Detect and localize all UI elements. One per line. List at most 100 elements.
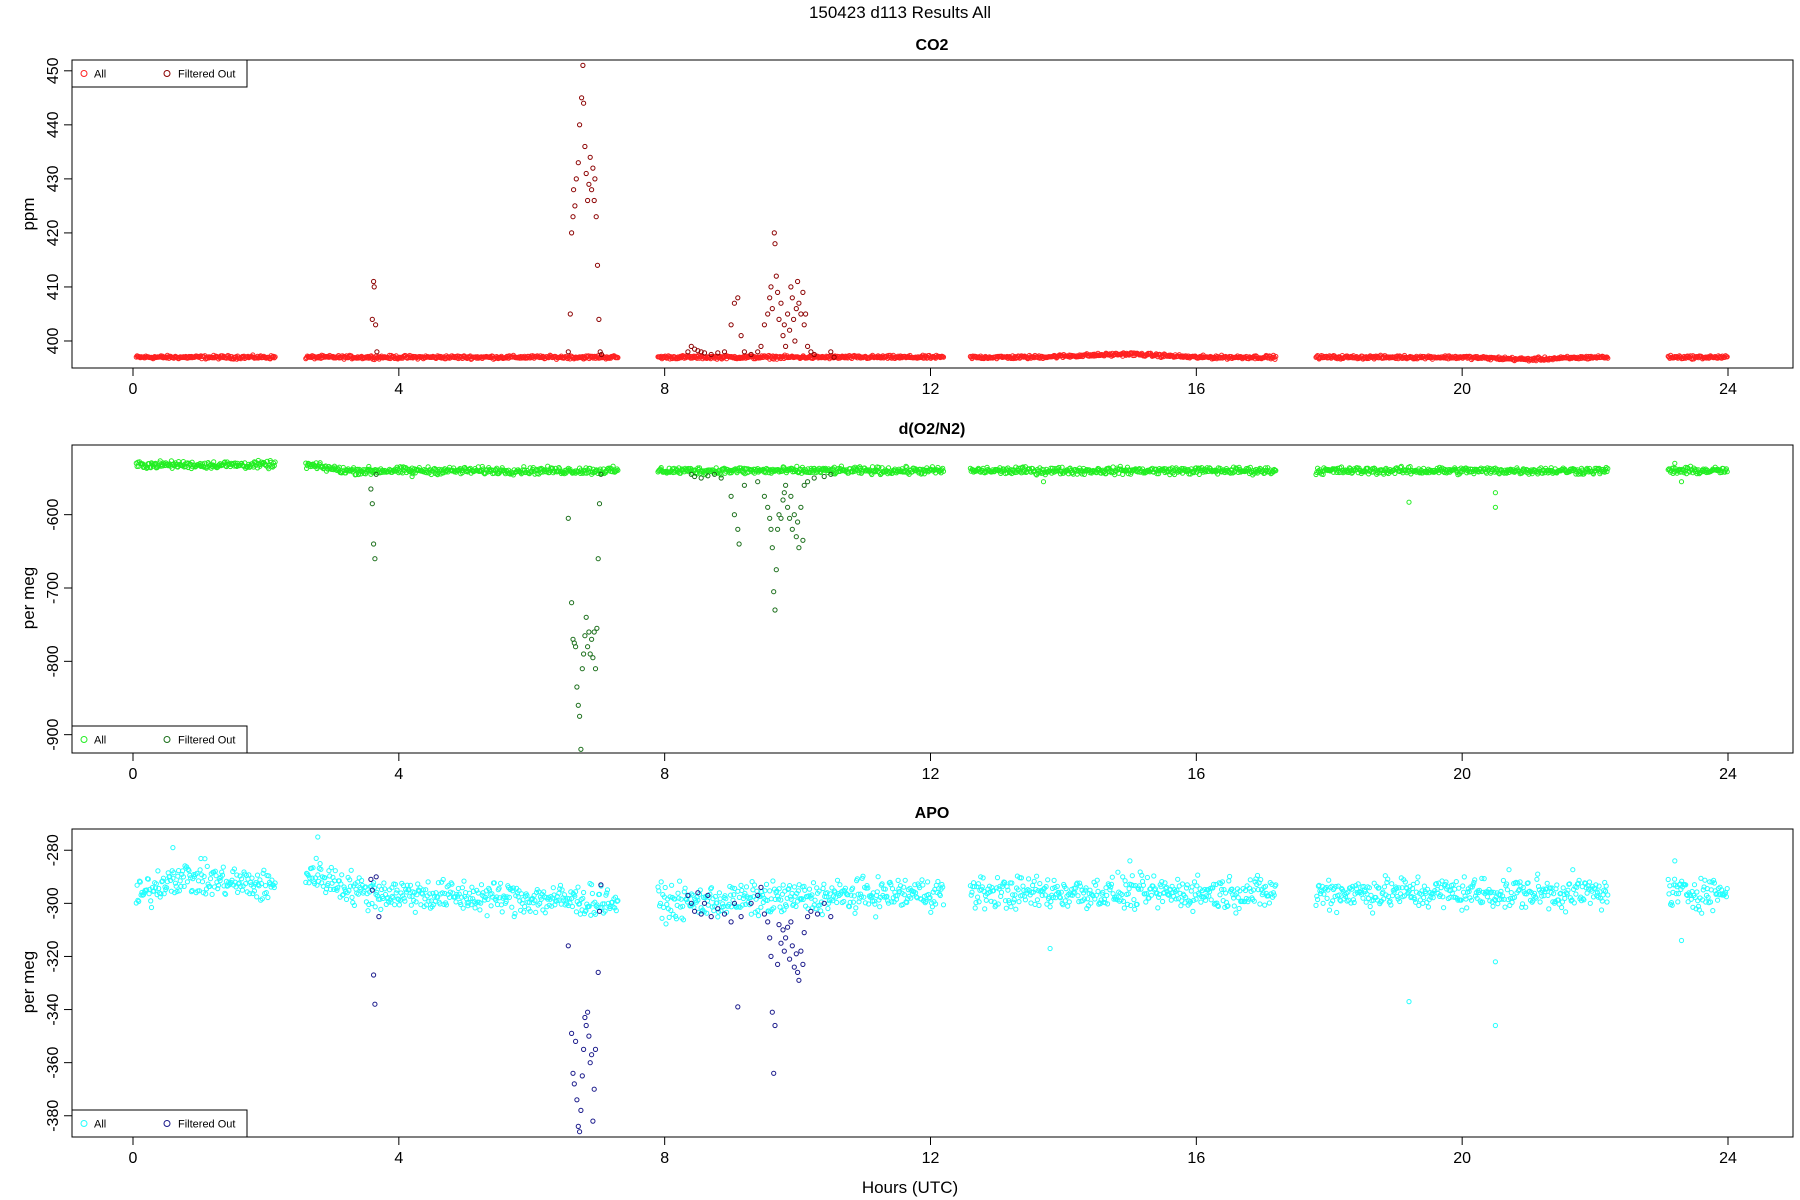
apo-point-all [770, 878, 776, 884]
apo-point-all [249, 875, 255, 881]
apo-point-all [356, 875, 362, 881]
apo-point-all [197, 867, 203, 873]
o2n2-panel-title: d(O2/N2) [899, 421, 966, 438]
apo-point-all [994, 875, 1001, 881]
co2-point-filtered [373, 322, 379, 328]
co2-point-all [465, 354, 471, 360]
o2n2-point-filtered [811, 475, 817, 481]
co2-point-filtered [798, 311, 804, 317]
apo-point-all [1195, 872, 1201, 878]
apo-point-all [767, 888, 773, 894]
o2n2-point-filtered [698, 475, 704, 481]
apo-point-all [1189, 884, 1195, 890]
o2n2-y-tick-label: -900 [45, 719, 62, 751]
o2n2-x-tick-label: 16 [1187, 766, 1205, 783]
co2-point-filtered [695, 348, 701, 354]
apo-point-all [1094, 877, 1100, 883]
co2-point-filtered [580, 62, 586, 69]
co2-point-filtered [721, 349, 728, 355]
co2-x-tick-label: 8 [660, 381, 669, 398]
apo-point-all [1066, 899, 1072, 905]
apo-point-all [1188, 888, 1194, 894]
apo-point-all [478, 882, 485, 888]
apo-point-all [460, 905, 466, 911]
co2-point-all [1272, 356, 1278, 362]
o2n2-point-filtered [793, 534, 799, 540]
apo-point-all [425, 879, 431, 885]
o2n2-point-filtered [805, 479, 811, 485]
o2n2-point-filtered [583, 614, 589, 620]
apo-point-all [763, 881, 770, 888]
apo-point-all [777, 904, 783, 910]
co2-point-filtered [586, 181, 592, 187]
co2-point-filtered [565, 349, 571, 355]
o2n2-points [133, 457, 1730, 752]
apo-point-all [658, 879, 664, 885]
o2n2-point-filtered [778, 515, 784, 521]
apo-point-all [983, 897, 989, 903]
o2n2-point-filtered [585, 644, 591, 650]
co2-point-filtered [701, 350, 708, 356]
apo-y-tick-label: -340 [45, 993, 62, 1025]
apo-point-all [148, 898, 154, 904]
apo-point-all [1020, 883, 1026, 889]
apo-point-all [393, 890, 399, 896]
apo-point-all [349, 894, 355, 901]
apo-point-all [484, 913, 490, 919]
apo-point-all [940, 902, 947, 908]
o2n2-point-filtered [761, 493, 768, 499]
co2-point-filtered [590, 165, 596, 171]
co2-x-tick-label: 12 [922, 381, 940, 398]
co2-x-tick-label: 16 [1187, 381, 1205, 398]
apo-point-all [455, 885, 461, 892]
o2n2-point-filtered [795, 519, 801, 525]
co2-point-filtered [785, 311, 791, 317]
figure-title: 150423 d113 Results All [809, 3, 991, 22]
apo-panel-title: APO [915, 805, 950, 822]
co2-point-filtered [769, 306, 775, 312]
o2n2-point-filtered [800, 537, 806, 543]
apo-point-all [522, 903, 528, 910]
apo-point-all [186, 868, 192, 874]
apo-point-all [461, 878, 467, 884]
apo-point-all [328, 864, 334, 871]
apo-point-all [982, 906, 988, 912]
apo-point-all [919, 877, 925, 883]
apo-point-all [664, 901, 670, 908]
apo-point-all [998, 889, 1005, 896]
apo-point-all [459, 885, 465, 891]
co2-y-tick-label: 420 [45, 219, 62, 246]
co2-point-filtered [773, 273, 779, 279]
apo-point-all [392, 902, 398, 908]
co2-point-filtered [808, 349, 814, 355]
apo-point-all [925, 879, 931, 885]
co2-point-filtered [572, 203, 578, 209]
apo-point-all [339, 872, 345, 878]
apo-point-all [663, 921, 669, 927]
apo-point-all [738, 882, 744, 889]
co2-point-filtered [728, 322, 734, 328]
apo-point-all [1144, 874, 1151, 881]
apo-y-axis-label: per meg [19, 951, 38, 1013]
co2-point-filtered [708, 351, 714, 358]
apo-point-all [1179, 881, 1186, 887]
co2-point-all [940, 354, 947, 360]
apo-point-all [935, 878, 941, 885]
apo-point-all [1048, 898, 1054, 905]
apo-point-all [975, 894, 981, 900]
o2n2-point-filtered [773, 567, 779, 573]
apo-point-all [920, 882, 926, 888]
apo-point-all [472, 905, 478, 911]
apo-point-all [254, 894, 260, 900]
o2n2-point-filtered [735, 526, 741, 532]
apo-x-tick-label: 20 [1453, 1150, 1471, 1167]
co2-point-filtered [792, 338, 798, 344]
co2-point-filtered [755, 349, 761, 355]
apo-point-all [313, 855, 319, 862]
apo-point-all [875, 874, 881, 880]
o2n2-y-tick-label: -800 [45, 645, 62, 677]
apo-point-all [873, 914, 879, 920]
apo-point-all [853, 905, 859, 911]
co2-x-tick-label: 24 [1719, 381, 1737, 398]
apo-point-all [716, 890, 723, 896]
